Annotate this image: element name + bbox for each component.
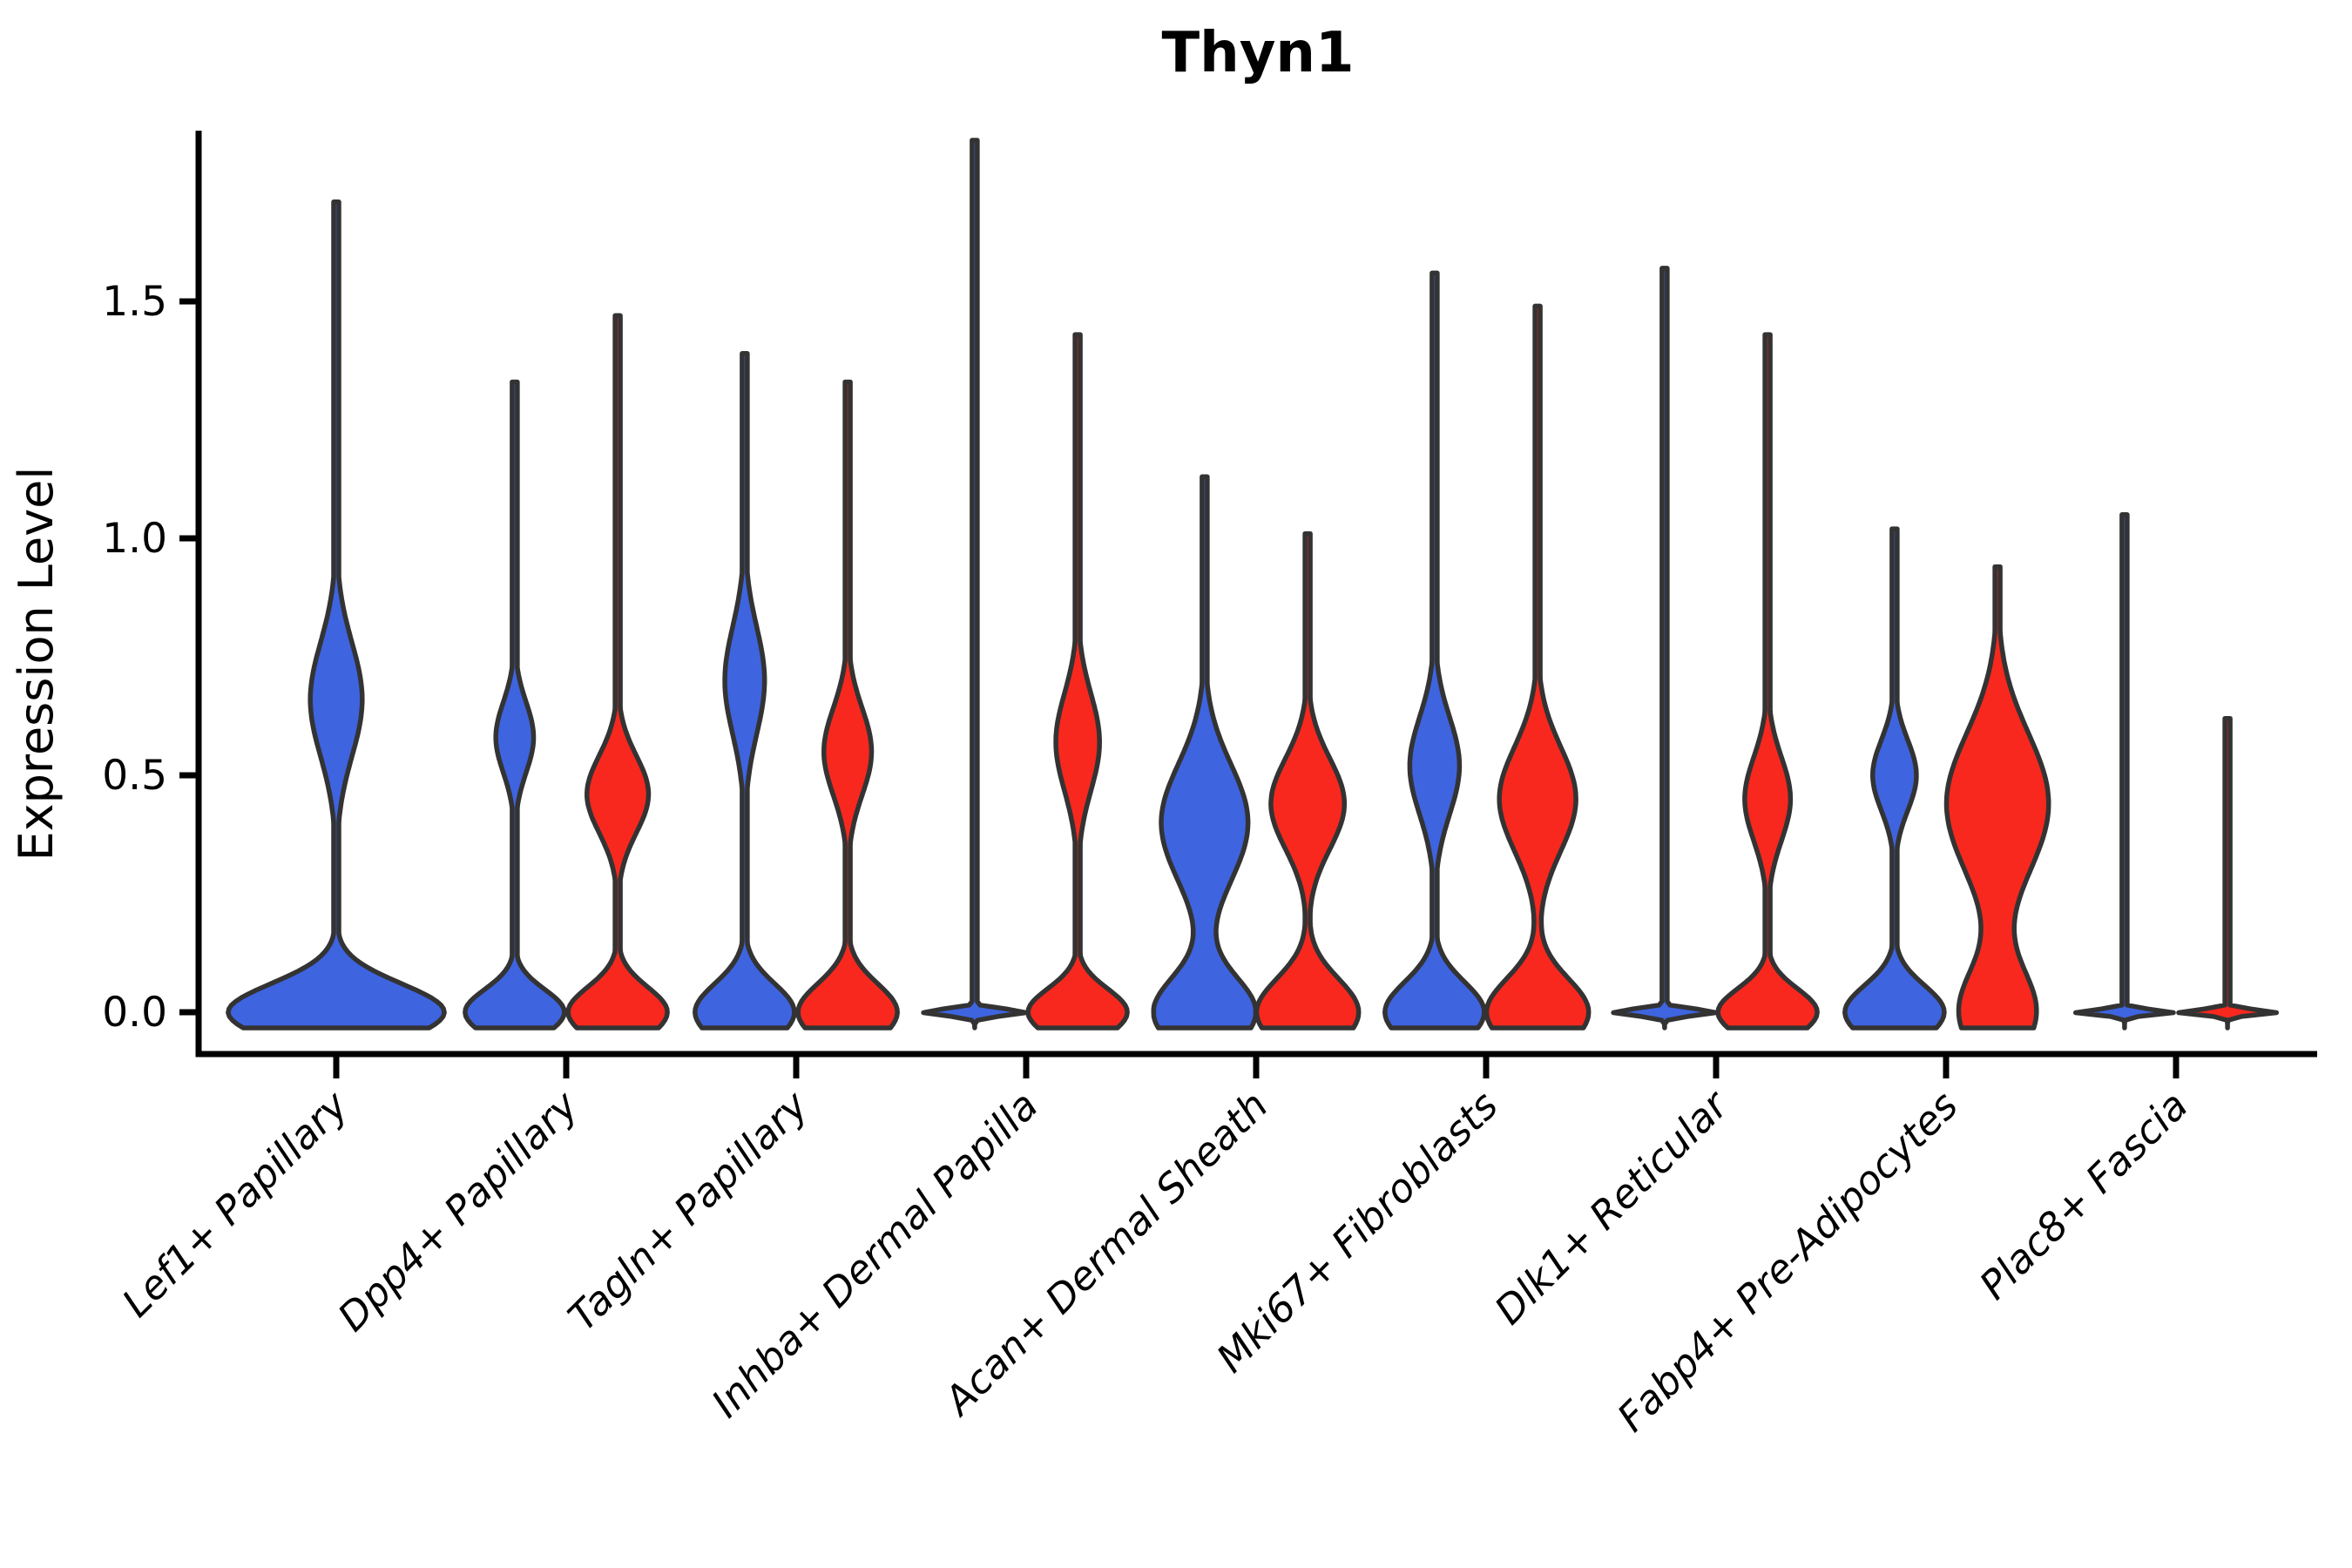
violin-tagln-blue <box>693 351 797 1031</box>
y-tick-label: 0.0 <box>102 989 167 1037</box>
violin-inhba-red <box>1025 332 1130 1031</box>
y-axis-label: Expression Level <box>9 467 64 862</box>
violin-dlk1-red <box>1715 332 1820 1031</box>
chart-title: Thyn1 <box>1161 21 1354 85</box>
violin-tagln-red <box>795 379 900 1031</box>
violin-mki67-red <box>1484 303 1592 1031</box>
y-tick-label: 0.5 <box>102 752 167 800</box>
violin-mki67-blue <box>1382 270 1487 1031</box>
x-tick-label: Dlk1+ Reticular <box>1485 1081 1738 1334</box>
violin-acan-blue <box>1151 474 1259 1031</box>
x-tick-label: Plac8+ Fascia <box>1970 1082 2197 1308</box>
x-tick-label: Dpp4+ Papillary <box>329 1081 588 1340</box>
y-tick-label: 1.5 <box>102 278 167 326</box>
violin-acan-red <box>1254 531 1362 1031</box>
violin-inhba-blue <box>921 138 1029 1031</box>
violin-dlk1-blue <box>1611 266 1719 1031</box>
violin-fabp4-red <box>1943 564 2051 1031</box>
violin-shapes <box>226 138 2280 1031</box>
violin-plac8-blue <box>2072 512 2176 1031</box>
violin-plac8-red <box>2176 715 2280 1031</box>
axis-spines <box>195 131 2317 1058</box>
x-tick-label: Tagln+ Papillary <box>559 1081 818 1340</box>
y-tick-label: 1.0 <box>102 515 167 563</box>
x-tick-label: Lef1+ Papillary <box>113 1081 358 1326</box>
violin-fabp4-blue <box>1842 526 1947 1031</box>
violin-dpp4-red <box>565 313 670 1031</box>
violin-dpp4-blue <box>463 379 567 1031</box>
violin-lef1-blue <box>226 199 447 1031</box>
